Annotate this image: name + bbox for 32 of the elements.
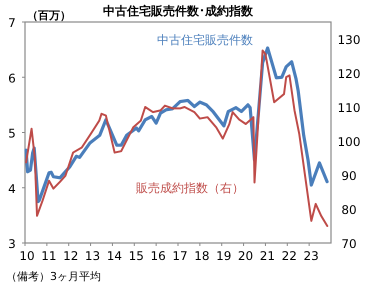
x-tick-label: 15 — [128, 249, 144, 263]
y-axis-title: （百万） — [27, 9, 71, 22]
x-tick-label: 11 — [41, 249, 56, 263]
y-tick-label: 3 — [8, 237, 16, 251]
x-tick-label: 12 — [63, 249, 78, 263]
y2-tick-label: 80 — [341, 203, 357, 217]
x-tick-label: 17 — [172, 249, 188, 263]
y2-tick-label: 90 — [341, 169, 357, 183]
y2-tick-label: 120 — [338, 67, 360, 81]
line-series — [25, 50, 328, 227]
x-tick-label: 16 — [150, 249, 166, 263]
x-tick-label: 22 — [282, 249, 297, 263]
y-tick-label: 7 — [8, 16, 16, 30]
x-tick-label: 20 — [238, 249, 254, 263]
series-label: 販売成約指数（右） — [136, 181, 244, 195]
y-tick-label: 6 — [8, 71, 16, 86]
x-tick-label: 18 — [194, 249, 210, 263]
x-tick-label: 13 — [84, 249, 100, 263]
x-tick-label: 19 — [216, 249, 232, 263]
chart-title: 中古住宅販売件数･成約指数 — [103, 4, 254, 18]
series-label: 中古住宅販売件数 — [157, 33, 253, 47]
y-tick-label: 5 — [8, 126, 16, 140]
y2-tick-label: 70 — [341, 237, 357, 251]
y2-tick-label: 130 — [338, 33, 360, 47]
x-tick-label: 14 — [106, 249, 122, 263]
x-tick-label: 10 — [19, 249, 35, 263]
x-tick-label: 23 — [304, 249, 319, 263]
text: （備考）3ヶ月平均 — [6, 270, 101, 283]
y2-tick-label: 100 — [338, 135, 360, 149]
y2-tick-label: 110 — [338, 101, 360, 115]
y-tick-label: 4 — [8, 182, 16, 196]
x-tick-label: 21 — [260, 249, 276, 263]
